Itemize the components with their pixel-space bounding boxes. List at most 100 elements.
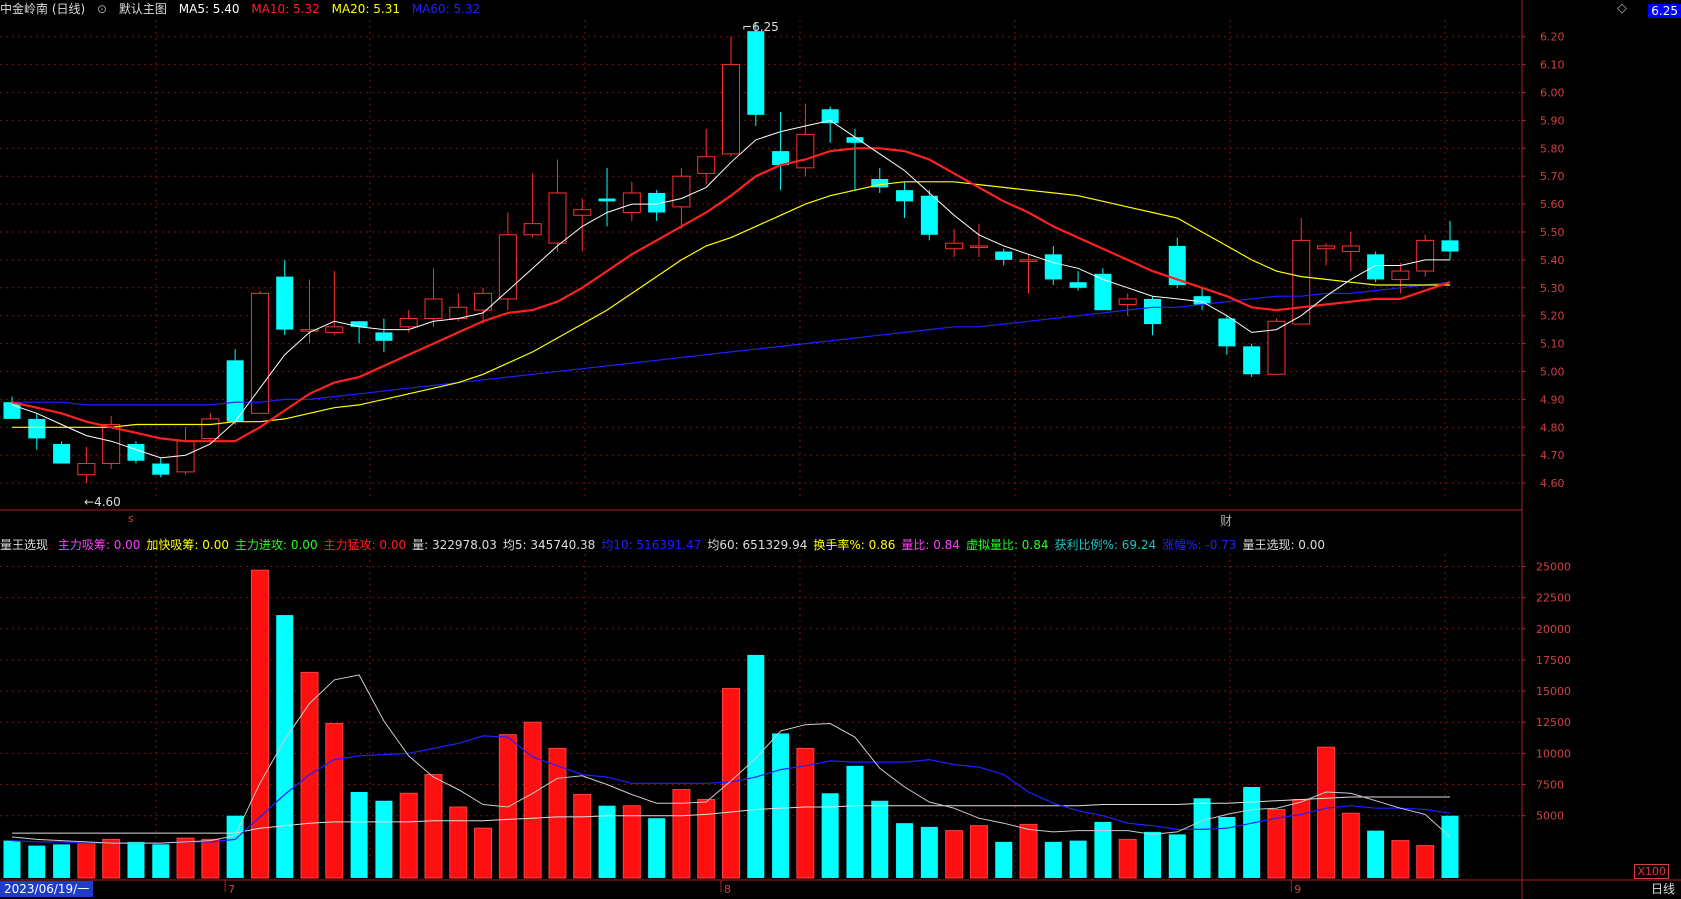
volume-bar xyxy=(1143,831,1161,878)
volume-value-13: 量王选现: 0.00 xyxy=(1242,538,1326,552)
candle-body xyxy=(1019,259,1038,262)
candle-body xyxy=(77,463,96,476)
timeframe-label[interactable]: 日线 xyxy=(1650,882,1675,896)
volume-ma5-line xyxy=(11,674,1451,844)
candle-body xyxy=(1094,273,1112,311)
price-tick-label: 5.70 xyxy=(1540,170,1565,183)
volume-indicator-name[interactable]: 量王选现 xyxy=(0,538,49,552)
candle-body xyxy=(796,133,815,169)
price-tick-label: 5.10 xyxy=(1540,338,1565,351)
diamond-icon[interactable]: ◇ xyxy=(1617,1,1627,16)
volume-bar xyxy=(1044,841,1062,878)
stock-title[interactable]: 中金岭南 (日线) xyxy=(0,2,86,16)
finance-marker[interactable]: 财 xyxy=(1220,514,1233,528)
volume-bar xyxy=(1019,823,1038,879)
candle-body xyxy=(3,402,21,419)
candle-body xyxy=(1367,254,1385,280)
price-tick-label: 5.00 xyxy=(1540,365,1565,378)
volume-bar xyxy=(1118,838,1137,879)
volume-bar xyxy=(53,844,71,878)
candle-body xyxy=(474,292,493,311)
volume-bar xyxy=(573,794,592,879)
volume-indicator-values: 主力吸筹: 0.00 加快吸筹: 0.00 主力进攻: 0.00 主力猛攻: 0.00… xyxy=(58,538,1331,552)
candle-body xyxy=(226,360,244,422)
candle-body xyxy=(573,209,592,216)
volume-ma60-line xyxy=(12,796,1450,834)
candle-body xyxy=(1218,318,1236,347)
price-tick-label: 5.60 xyxy=(1540,198,1565,211)
volume-tick-label: 25000 xyxy=(1536,560,1571,573)
volume-bar xyxy=(176,837,195,879)
volume-bar xyxy=(1218,816,1236,878)
price-tick-label: 5.90 xyxy=(1540,114,1565,127)
volume-bar xyxy=(1317,746,1336,879)
ma10-label: MA10: 5.32 xyxy=(251,2,320,16)
candle-body xyxy=(399,317,418,328)
volume-bar xyxy=(325,722,344,879)
volume-bar xyxy=(1367,830,1385,878)
ma60-label: MA60: 5.32 xyxy=(411,2,481,16)
volume-bar xyxy=(276,615,294,878)
chart-name[interactable]: 默认主图 xyxy=(118,2,167,16)
candle-body xyxy=(276,276,294,330)
candle-body xyxy=(697,156,716,174)
volume-bar xyxy=(896,823,914,878)
ma10-line xyxy=(11,147,1451,443)
volume-bar xyxy=(449,806,468,879)
ma60-line xyxy=(12,281,1451,406)
candle-body xyxy=(1341,245,1360,253)
candle-body xyxy=(598,198,616,202)
candle-body xyxy=(722,64,740,155)
candle-body xyxy=(1193,296,1211,305)
volume-bar xyxy=(1391,840,1410,879)
candle-body xyxy=(1044,254,1062,280)
volume-bar xyxy=(747,654,765,878)
volume-bar xyxy=(722,688,740,879)
volume-value-6: 均10: 516391.47 xyxy=(601,538,702,552)
volume-bar xyxy=(523,721,542,879)
low-price-marker: ←4.60 xyxy=(84,495,121,509)
volume-bar xyxy=(1292,798,1311,879)
volume-tick-label: 15000 xyxy=(1536,685,1571,698)
volume-bar xyxy=(474,827,493,879)
volume-bar xyxy=(1441,815,1459,878)
chart-settings-icon[interactable]: ⊙ xyxy=(97,2,108,16)
volume-bar xyxy=(1193,798,1211,878)
candle-body xyxy=(1292,239,1311,325)
price-tick-label: 6.10 xyxy=(1540,59,1565,72)
volume-bar xyxy=(399,792,418,879)
candle-body xyxy=(1168,245,1186,285)
ma20-label: MA20: 5.31 xyxy=(331,2,401,16)
volume-value-10: 虚拟量比: 0.84 xyxy=(965,538,1049,552)
price-tick-label: 4.80 xyxy=(1540,421,1565,434)
volume-bar xyxy=(1416,845,1435,879)
volume-bar xyxy=(598,805,616,878)
volume-tick-label: 10000 xyxy=(1536,747,1571,760)
volume-bar xyxy=(846,765,864,878)
volume-tick-label: 7500 xyxy=(1536,779,1564,792)
candle-body xyxy=(969,245,988,248)
current-price-tag: 6.25 xyxy=(1648,4,1681,18)
candle-body xyxy=(1118,298,1137,306)
volume-tick-label: 12500 xyxy=(1536,716,1571,729)
volume-bar xyxy=(1243,787,1261,878)
month-label: 9 xyxy=(1294,883,1301,896)
ma5-line xyxy=(11,119,1450,459)
candle-body xyxy=(1069,282,1087,288)
candle-body xyxy=(1416,239,1435,272)
candle-body xyxy=(1317,245,1336,250)
chart-header: 中金岭南 (日线) ⊙ 默认主图 MA5: 5.40 MA10: 5.32 MA… xyxy=(0,0,488,18)
event-marker-s[interactable]: s xyxy=(128,512,134,525)
volume-tick-label: 5000 xyxy=(1536,810,1564,823)
volume-unit: X100 xyxy=(1634,864,1669,879)
volume-bar xyxy=(77,842,96,879)
volume-value-2: 主力进攻: 0.00 xyxy=(235,538,318,552)
month-label: 7 xyxy=(228,883,235,896)
candle-body xyxy=(250,292,269,414)
volume-value-9: 量比: 0.84 xyxy=(901,538,960,552)
volume-bar xyxy=(1168,834,1186,878)
ma20-line xyxy=(12,181,1450,428)
volume-bar xyxy=(1267,808,1286,879)
volume-value-1: 加快吸筹: 0.00 xyxy=(146,538,229,552)
